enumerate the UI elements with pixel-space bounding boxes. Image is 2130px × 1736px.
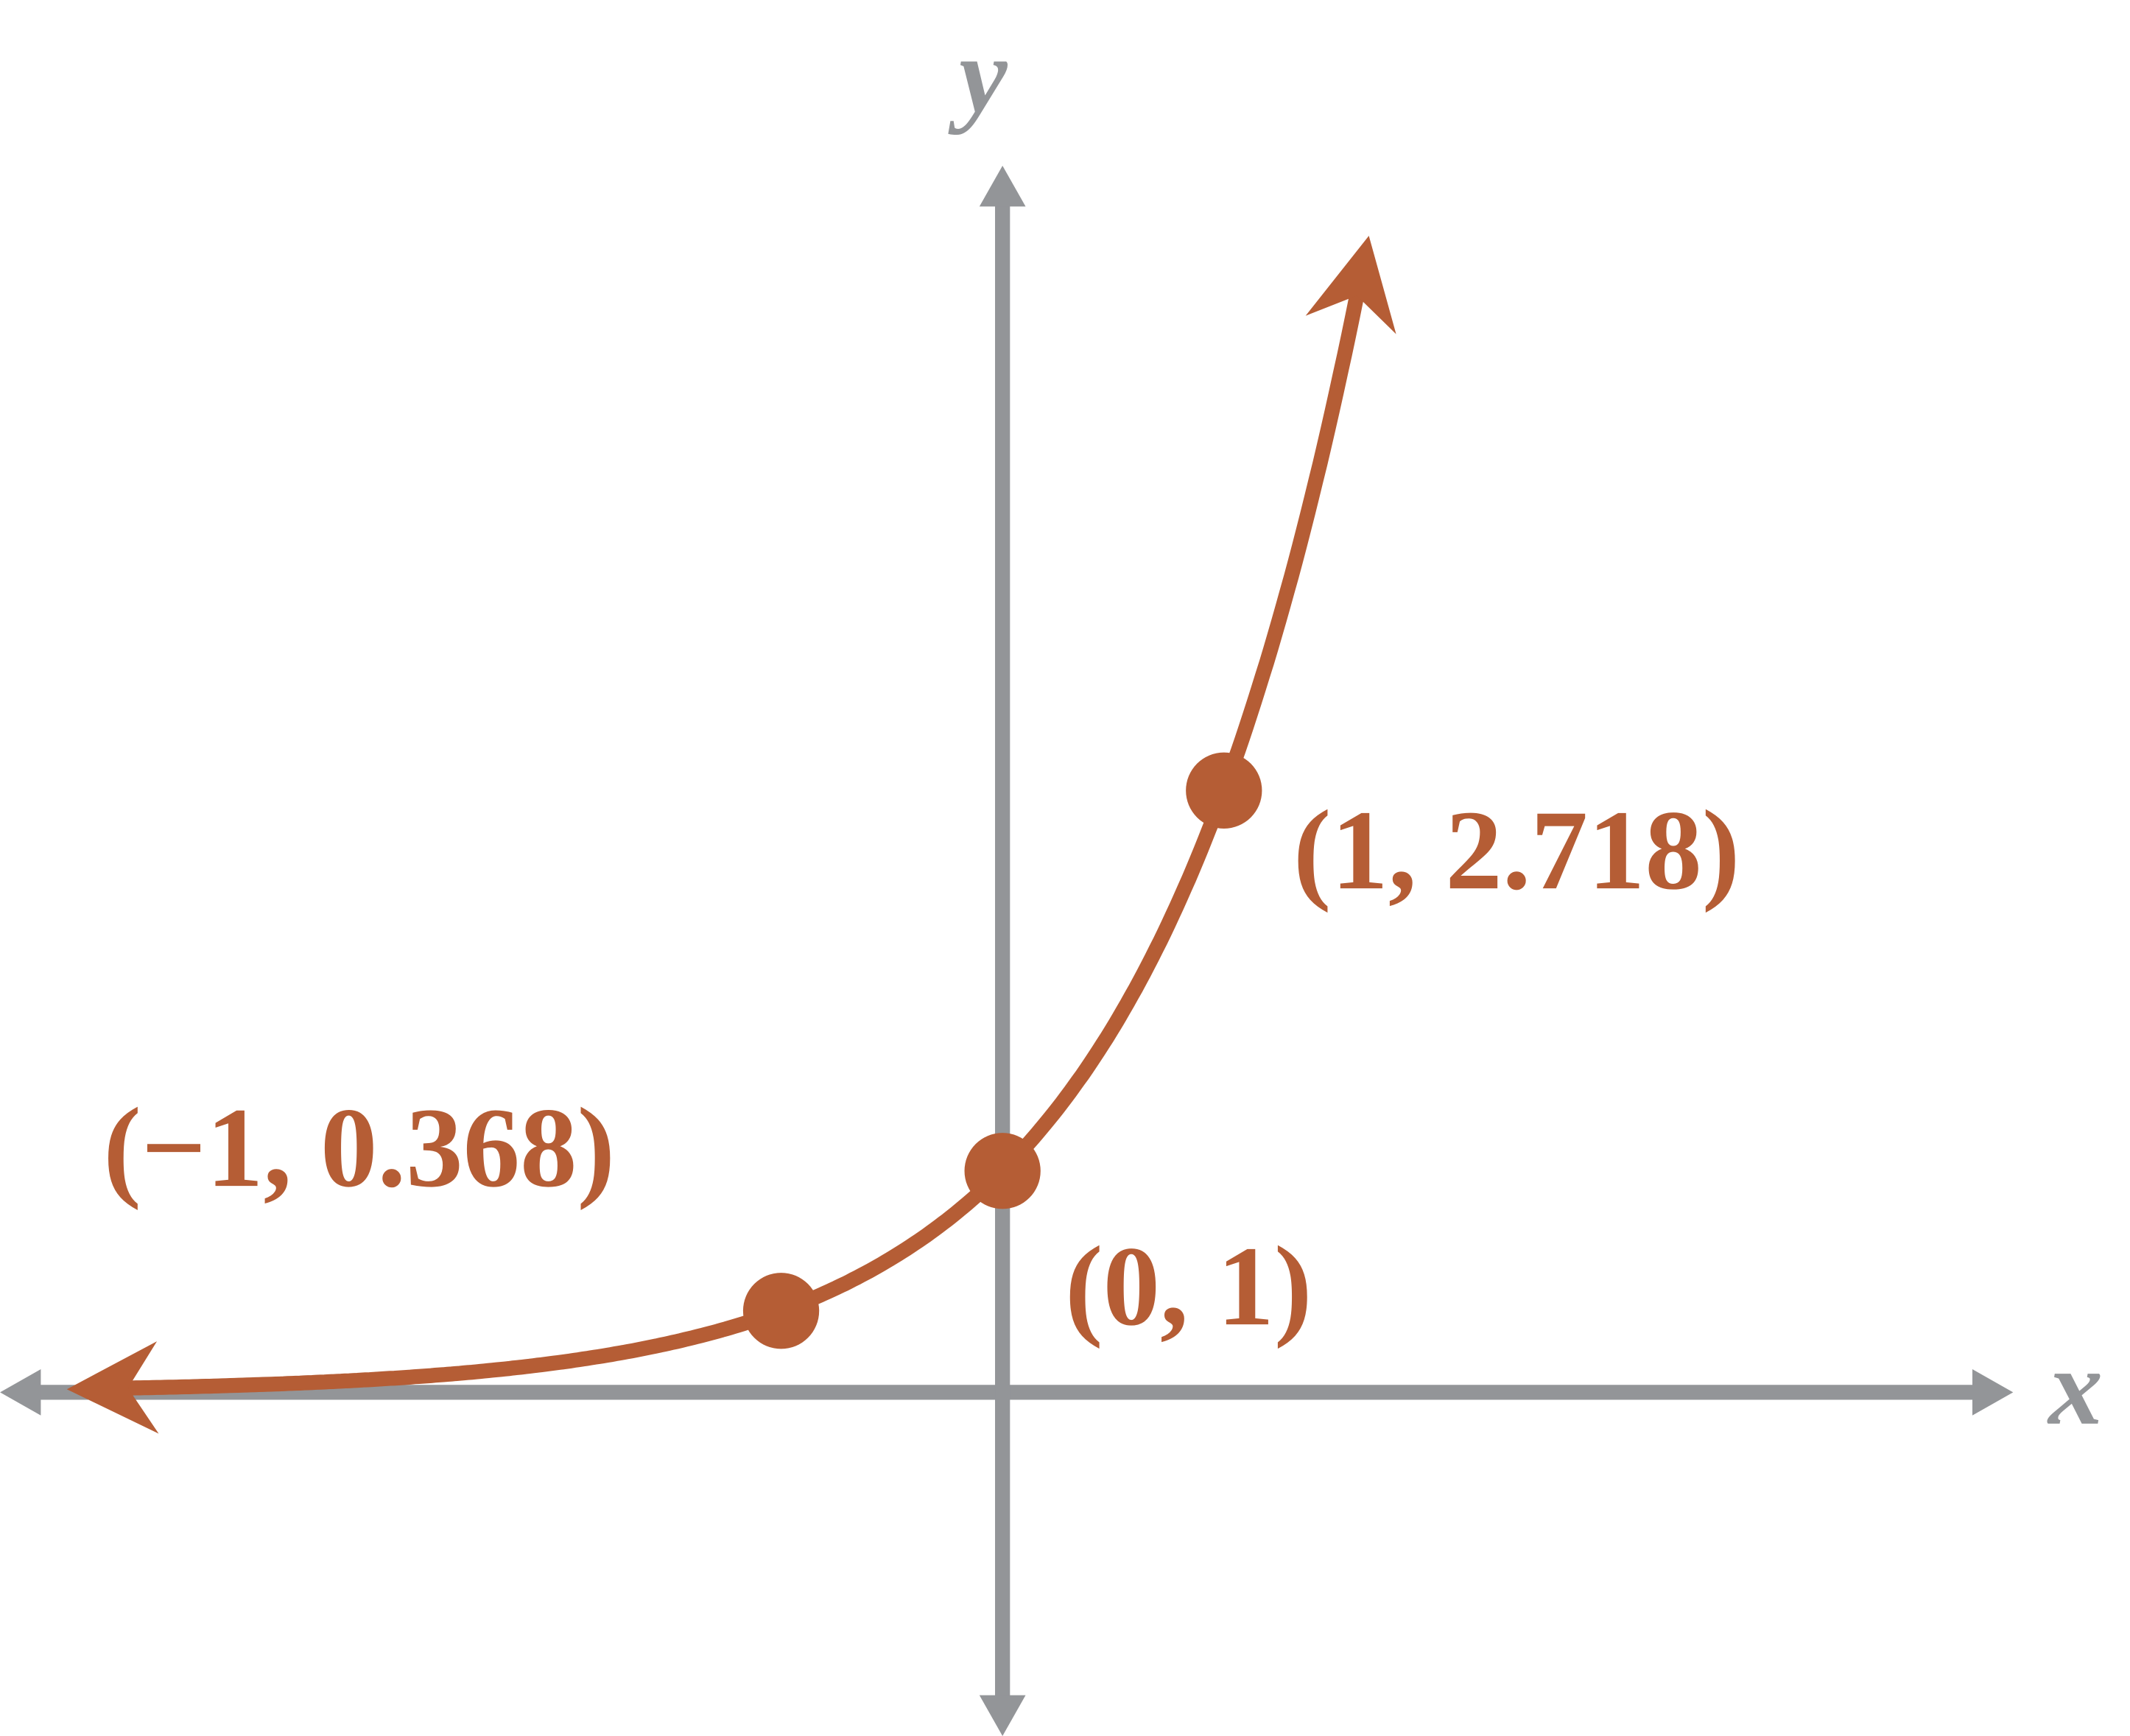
x-axis-label: x: [2047, 1327, 2103, 1447]
y-axis-arrow-up: [979, 166, 1026, 207]
y-axis-label: y: [948, 15, 1008, 135]
curve-arrow-right: [1305, 236, 1396, 334]
x-axis-arrow-left: [0, 1369, 41, 1416]
point-label-1: (1, 2.718): [1293, 787, 1740, 913]
curve-line: [120, 288, 1365, 1396]
x-axis-arrow-right: [1972, 1369, 2014, 1416]
point-label-0: (0, 1): [1065, 1223, 1312, 1349]
point-label-neg1: (−1, 0.368): [103, 1084, 615, 1211]
data-point: [742, 1273, 820, 1349]
data-point: [1186, 752, 1262, 829]
data-point: [964, 1133, 1041, 1209]
axes: [0, 166, 2014, 1736]
y-axis-arrow-down: [979, 1695, 1026, 1736]
data-points: [742, 752, 1262, 1349]
curve-arrow-left: [66, 1341, 159, 1434]
